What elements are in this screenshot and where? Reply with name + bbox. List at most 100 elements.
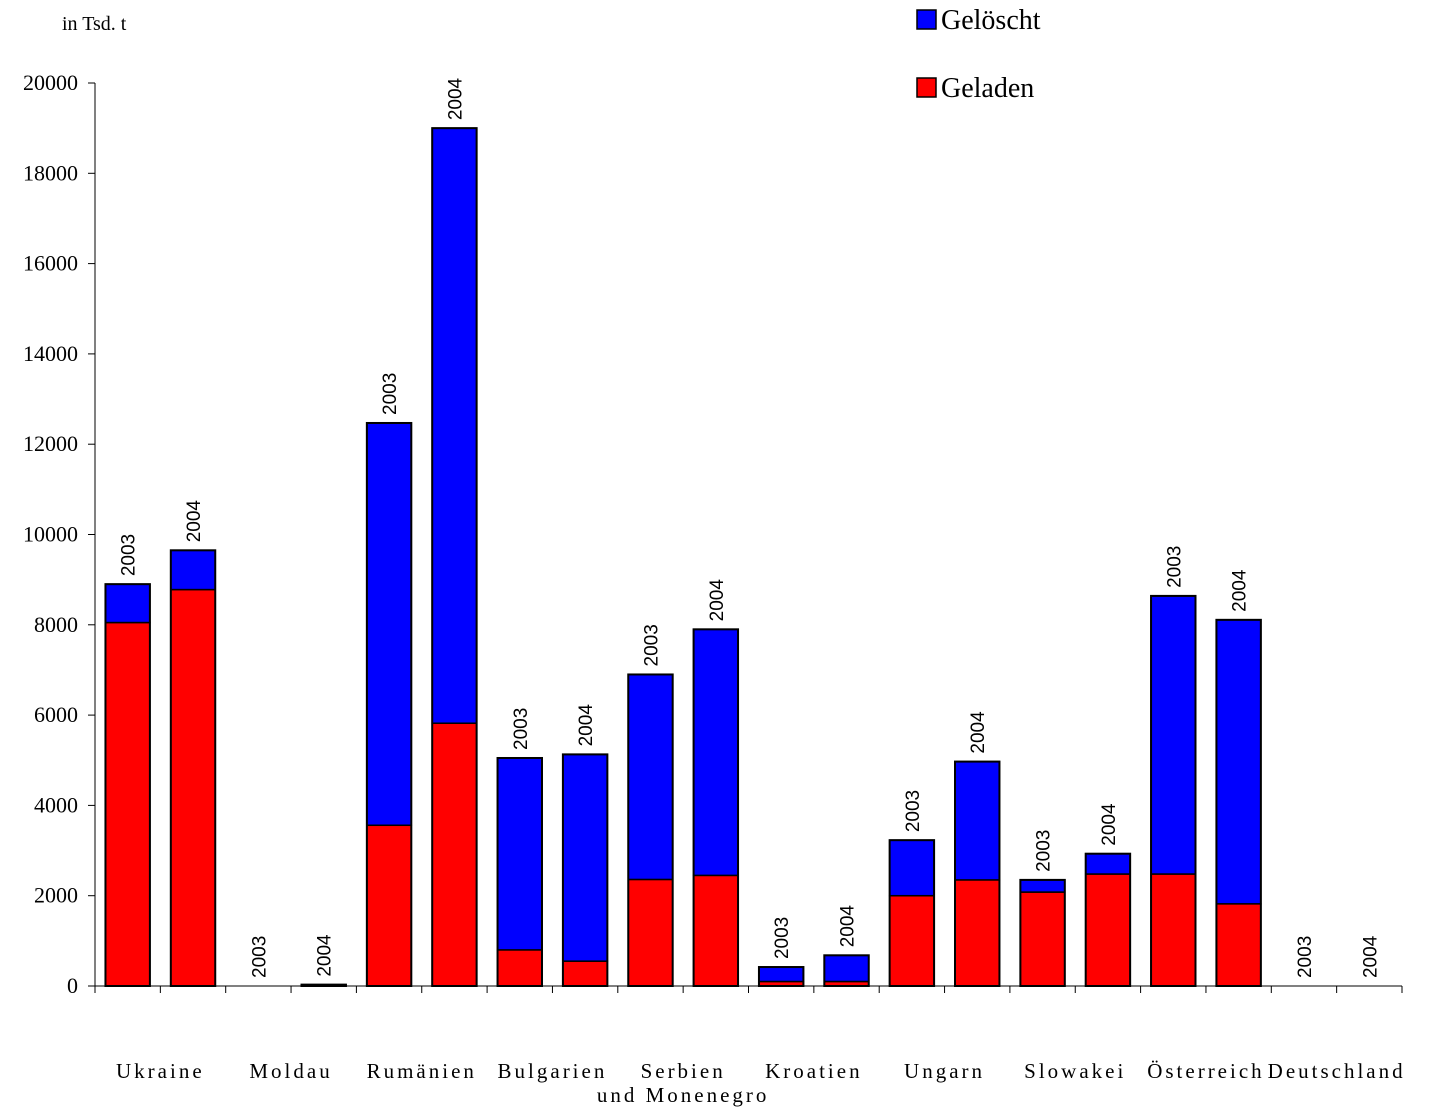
bar-segment-geladen [627, 878, 674, 987]
bar-year-label: 2003 [119, 534, 140, 576]
bar-segment-geloescht [823, 954, 870, 983]
y-tick-label: 2000 [34, 883, 78, 908]
y-tick-label: 16000 [23, 251, 78, 276]
category-labels: Ukraine Moldau Rumänien Bulgarien Serbienund… [116, 1059, 1406, 1107]
bar-segment-geloescht [1084, 852, 1131, 875]
bar-outline [888, 839, 936, 988]
category-label: Bulgarien [498, 1059, 608, 1083]
category-label: Serbien [641, 1059, 726, 1083]
bar-segment-geladen [170, 588, 216, 987]
bar-segment-geloescht [562, 753, 609, 962]
bar-segment-geloescht [496, 757, 543, 951]
bar-segment-geladen [366, 824, 413, 987]
category-label: Österreich [1147, 1059, 1264, 1083]
bar-year-label: 2003 [903, 790, 924, 832]
bar-outline [496, 756, 543, 987]
bar-segment-geladen [496, 949, 543, 987]
bar-year-labels: 2003 2004 2003 2004 2003 2004 2003 2004 2003 2004… [119, 77, 1382, 978]
bar-outline [757, 966, 805, 987]
y-tick-label: 0 [67, 973, 78, 998]
category-label: Kroatien [765, 1059, 862, 1083]
category-label: und Monenegro [597, 1083, 770, 1107]
category-label: Slowakei [1024, 1059, 1126, 1083]
bar-year-label: 2003 [641, 624, 662, 666]
bar-year-label: 2004 [184, 500, 205, 543]
legend-swatch [916, 77, 937, 98]
category-label: Moldau [249, 1059, 332, 1083]
bar-segment-geloescht [104, 583, 151, 624]
bar-outline [1019, 878, 1066, 988]
bar-year-label: 2003 [249, 936, 270, 978]
category-label: Rumänien [367, 1059, 477, 1083]
category-label: Ungarn [904, 1059, 985, 1083]
bar-outline [1084, 852, 1132, 988]
bar-segment-geloescht [366, 422, 413, 827]
bar-year-label: 2004 [576, 704, 597, 747]
bar-segment-geloescht [1215, 619, 1262, 905]
legend-label: Geladen [941, 73, 1034, 104]
bar-segment-geladen [431, 722, 478, 987]
bar-year-label: 2003 [772, 917, 793, 959]
bar-year-label: 2003 [1034, 830, 1055, 872]
bar-year-label: 2004 [1230, 569, 1251, 612]
bar-year-label: 2004 [1360, 935, 1381, 978]
bar-outline [431, 127, 478, 987]
bar-segment-geloescht [1150, 595, 1197, 875]
bar-segment-geloescht [627, 673, 674, 881]
category-label: Deutschland [1268, 1059, 1406, 1083]
bar-segment-geladen [104, 621, 151, 987]
bar-outline [823, 954, 870, 987]
y-unit-label: in Tsd. t [62, 13, 127, 35]
legend: Gelöscht Geladen [916, 5, 1041, 104]
bar-segment-geladen [1215, 903, 1262, 987]
bar-year-label: 2004 [1099, 803, 1120, 846]
bar-outline [692, 628, 740, 987]
y-tick-label: 14000 [23, 341, 78, 366]
bar-outline [365, 421, 413, 987]
bar-segment-geloescht [1019, 879, 1066, 893]
bar-segment-geladen [888, 894, 935, 987]
bar-segment-geloescht [954, 760, 1001, 881]
bar-year-label: 2004 [707, 579, 728, 622]
bar-year-label: 2004 [838, 905, 859, 948]
y-tick-label: 8000 [34, 612, 78, 637]
y-tick-label: 4000 [34, 792, 78, 817]
bar-year-label: 2004 [968, 711, 989, 754]
bar-segment-geladen [1084, 873, 1131, 987]
legend-swatch [916, 9, 937, 30]
bar-segment-geloescht [692, 628, 739, 877]
bar-year-label: 2004 [445, 77, 466, 120]
bar-year-label: 2004 [315, 934, 336, 977]
y-tick-label: 12000 [23, 431, 78, 456]
bar-year-label: 2003 [511, 708, 532, 750]
bar-year-label: 2003 [1164, 546, 1185, 588]
bar-outline [1215, 618, 1262, 987]
bar-segment-geladen [1150, 873, 1197, 987]
bar-outline [954, 760, 1001, 987]
y-tick-label: 10000 [23, 522, 78, 547]
y-tick-label: 20000 [23, 70, 78, 95]
bar-segment-geloescht [758, 966, 805, 983]
bar-segment-geladen [692, 874, 739, 987]
bar-outline [1150, 594, 1197, 987]
bars [104, 127, 1262, 988]
bar-segment-geloescht [170, 549, 216, 591]
y-tick-label: 18000 [23, 160, 78, 185]
bar-segment-geloescht [431, 127, 478, 724]
category-label: Ukraine [116, 1059, 205, 1083]
bar-outline [300, 983, 347, 988]
legend-label: Gelöscht [941, 5, 1041, 36]
bar-segment-geladen [954, 879, 1001, 987]
bar-year-label: 2003 [1295, 936, 1316, 978]
bar-year-label: 2003 [380, 373, 401, 415]
bar-outline [169, 549, 217, 987]
bar-segment-geladen [562, 960, 609, 987]
bar-outline [104, 583, 151, 987]
bar-outline [561, 753, 609, 987]
axes: 0 2000 4000 6000 8000 10000 12000 14000 16000 180… [23, 70, 1403, 998]
y-tick-label: 6000 [34, 702, 78, 727]
bar-segment-geloescht [888, 839, 935, 897]
bar-segment-geladen [1019, 891, 1066, 987]
bar-outline [627, 673, 674, 988]
